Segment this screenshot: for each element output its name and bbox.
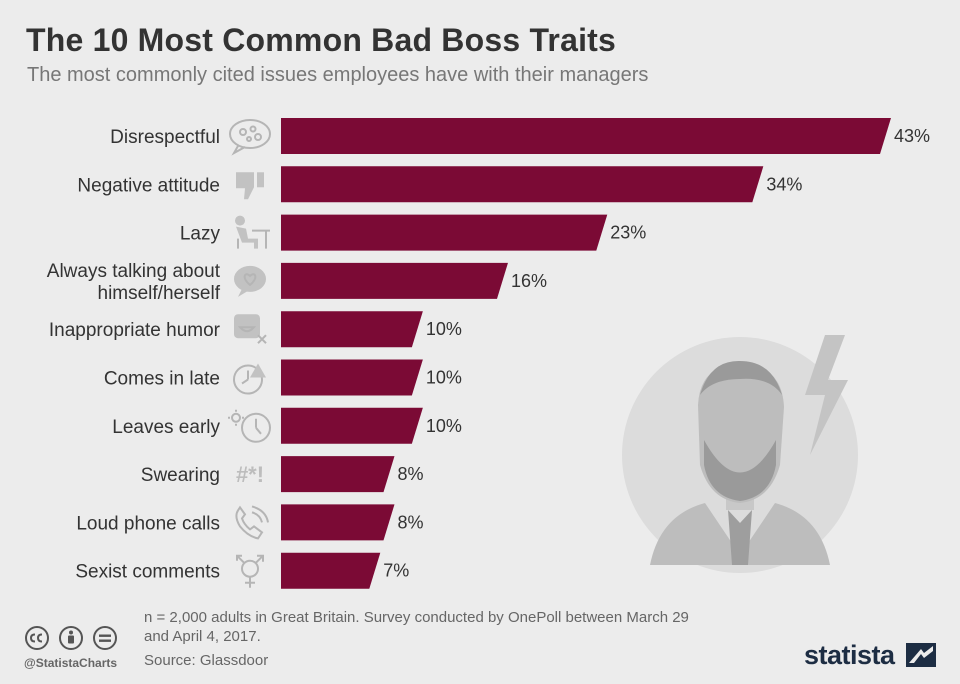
- heart-bubble-icon: [234, 265, 266, 297]
- creative-commons-icons: [25, 626, 117, 650]
- category-label: Disrespectful: [110, 127, 220, 148]
- value-label: 10%: [426, 319, 462, 339]
- chart-title: The 10 Most Common Bad Boss Traits: [26, 22, 617, 58]
- category-label: Sexist comments: [75, 562, 220, 583]
- value-label: 8%: [397, 512, 423, 532]
- lazy-person-icon: [235, 215, 270, 249]
- speech-bubble-icon: [229, 119, 271, 156]
- footer-source: Source: Glassdoor: [144, 652, 269, 669]
- bar: [281, 359, 423, 396]
- statista-handle: @StatistaCharts: [24, 656, 118, 670]
- value-label: 10%: [426, 368, 462, 388]
- late-clock-icon: [233, 363, 266, 395]
- bar: [281, 456, 395, 493]
- chart-subtitle: The most commonly cited issues employees…: [27, 64, 649, 86]
- value-label: 16%: [511, 271, 547, 291]
- category-label: Comes in late: [104, 369, 220, 390]
- category-label: Inappropriate humor: [49, 320, 221, 341]
- statista-logo: statista: [804, 640, 895, 670]
- thumbs-down-icon: [236, 172, 264, 200]
- category-label: Loud phone calls: [76, 513, 220, 534]
- gender-symbol-icon: [236, 554, 264, 588]
- footer-note: n = 2,000 adults in Great Britain. Surve…: [144, 609, 689, 645]
- category-label: Swearing: [141, 465, 220, 486]
- value-label: 34%: [766, 174, 802, 194]
- value-label: 23%: [610, 223, 646, 243]
- by-attribution-icon: [59, 626, 83, 650]
- value-label: 43%: [894, 126, 930, 146]
- category-label: Negative attitude: [77, 175, 220, 196]
- category-label: Lazy: [180, 224, 221, 245]
- sun-clock-icon: [228, 409, 271, 443]
- angry-boss-illustration: [622, 335, 858, 573]
- value-label: 10%: [426, 416, 462, 436]
- value-label: 8%: [397, 464, 423, 484]
- category-label: Leaves early: [112, 417, 220, 438]
- phone-icon: [235, 505, 269, 540]
- no-derivatives-icon: [93, 626, 117, 650]
- swearing-symbols-icon: #*!: [236, 462, 264, 487]
- bar: [281, 118, 891, 154]
- bar-chart: 43% Disrespectful 34% Negative attitude 23% L…: [47, 118, 930, 589]
- bar: [281, 504, 395, 541]
- bar: [281, 311, 423, 348]
- value-label: 7%: [383, 561, 409, 581]
- bar: [281, 262, 508, 299]
- bar: [281, 407, 423, 444]
- bar: [281, 214, 608, 251]
- swearing-glyph: #*!: [236, 462, 264, 487]
- laughing-face-icon: [234, 314, 267, 344]
- cc-icon: [25, 626, 49, 650]
- statista-logo-mark-icon: [906, 643, 936, 667]
- bar: [281, 552, 381, 589]
- category-label: Always talking about himself/herself: [47, 261, 221, 304]
- bar: [281, 166, 764, 203]
